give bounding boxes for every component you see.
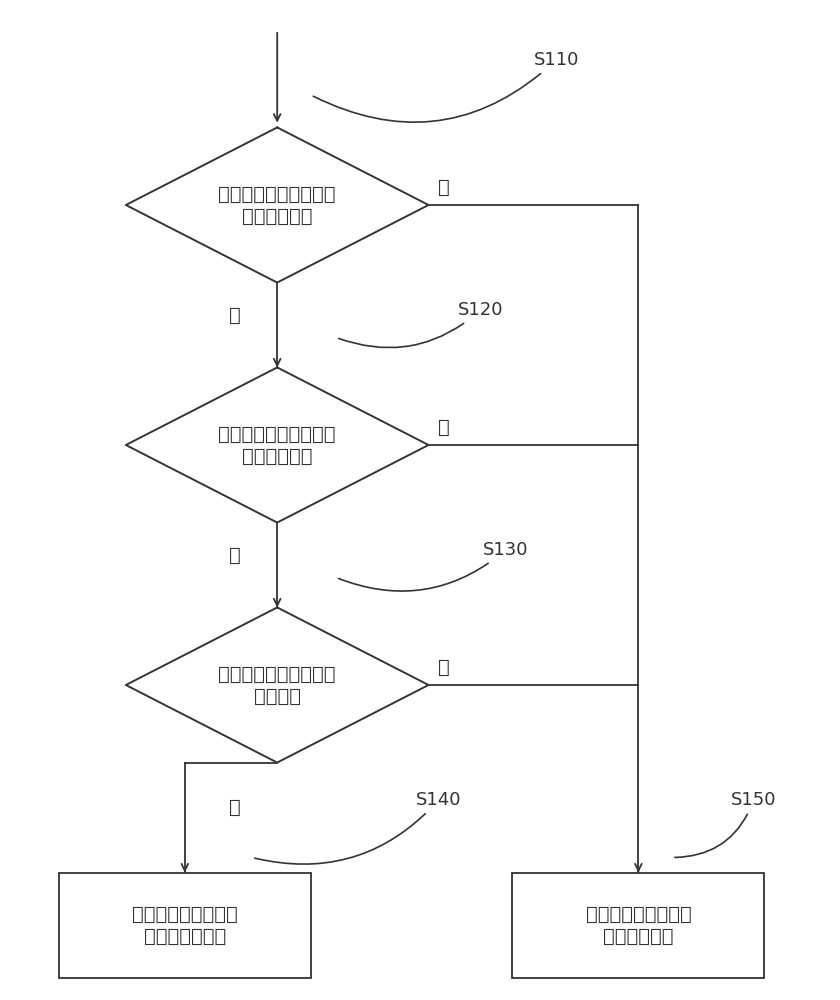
Text: S110: S110 xyxy=(313,51,579,122)
Text: 是: 是 xyxy=(229,546,241,564)
Text: 否: 否 xyxy=(438,658,449,676)
Text: 连续可变气门升程系
统不需要自学习: 连续可变气门升程系 统不需要自学习 xyxy=(132,904,238,946)
Bar xyxy=(59,872,311,978)
Polygon shape xyxy=(126,607,428,762)
Polygon shape xyxy=(126,367,428,522)
Text: 连续可变气门升程系
统需要自学习: 连续可变气门升程系 统需要自学习 xyxy=(585,904,691,946)
Text: 否: 否 xyxy=(438,417,449,436)
Text: 判断当前循环升程自学
习是否进行过: 判断当前循环升程自学 习是否进行过 xyxy=(218,184,336,226)
Text: S150: S150 xyxy=(675,791,776,857)
Text: 是: 是 xyxy=(229,306,241,325)
Text: S140: S140 xyxy=(255,791,461,864)
Bar xyxy=(512,872,764,978)
Polygon shape xyxy=(126,127,428,282)
Text: S120: S120 xyxy=(339,301,503,348)
Text: S130: S130 xyxy=(339,541,528,591)
Text: 判断当前循环升程信号
是否可信: 判断当前循环升程信号 是否可信 xyxy=(218,664,336,706)
Text: 判断当前循环升程自学
习是否成功过: 判断当前循环升程自学 习是否成功过 xyxy=(218,424,336,466)
Text: 是: 是 xyxy=(229,798,241,817)
Text: 否: 否 xyxy=(438,178,449,196)
